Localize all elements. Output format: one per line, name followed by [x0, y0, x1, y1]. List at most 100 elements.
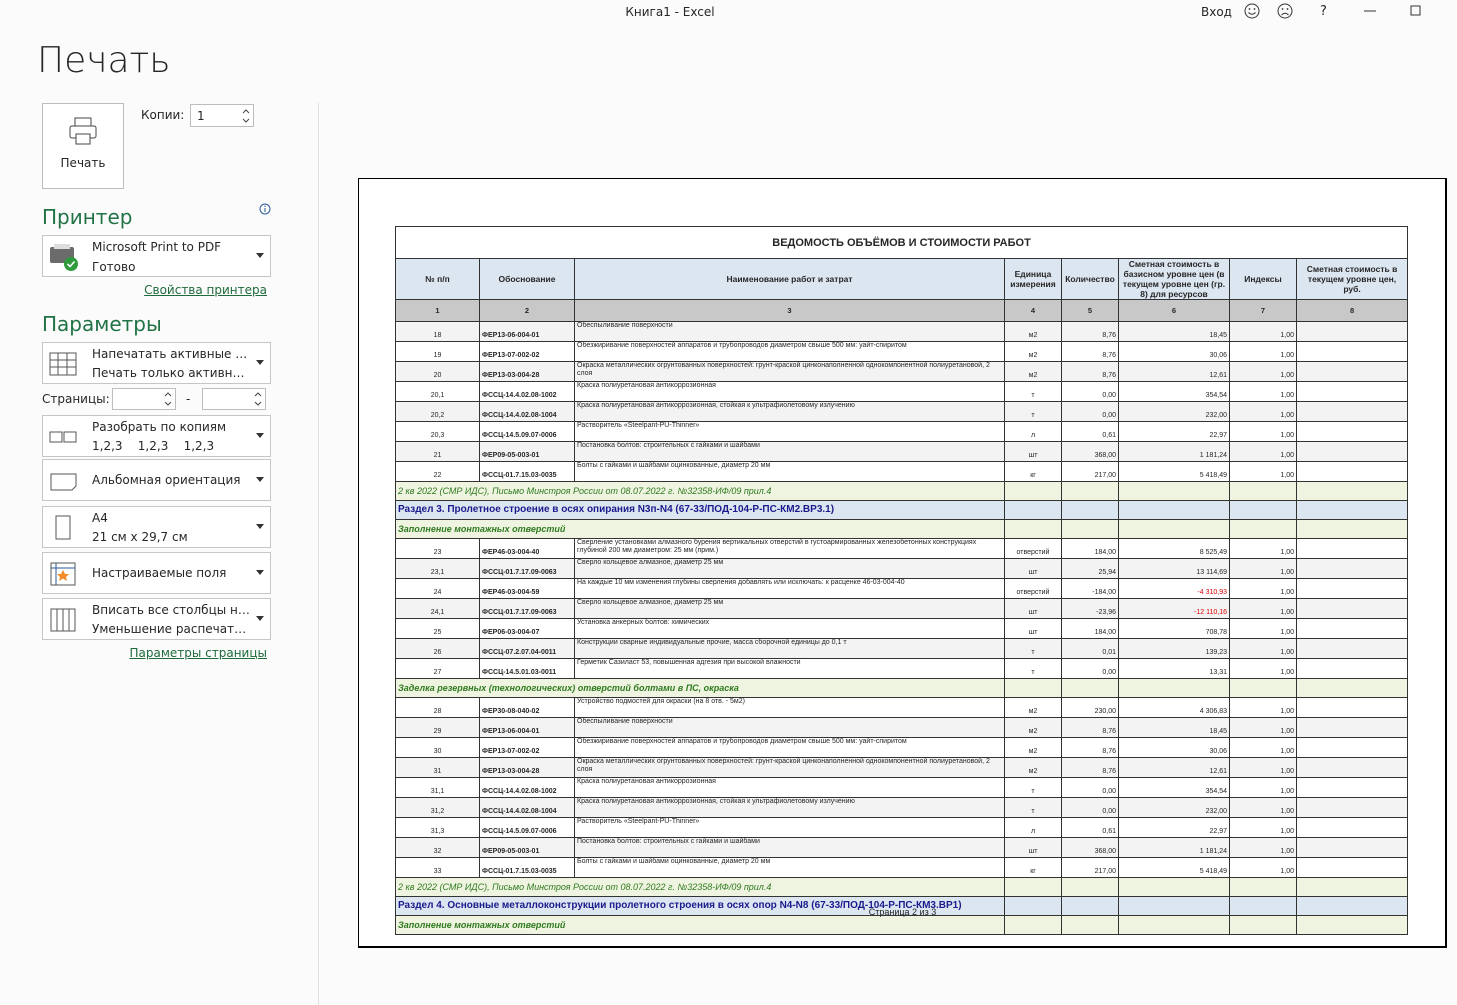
item-row: 30ФЕР13-07-002-02Обезжиривание поверхнос… [396, 738, 1408, 758]
option-icon [48, 515, 80, 543]
settings-dropdown[interactable]: Напечатать активные листыПечать только а… [42, 342, 271, 384]
item-row: 19ФЕР13-07-002-02Обезжиривание поверхнос… [396, 342, 1408, 362]
table-cell: 21 [396, 442, 480, 462]
table-cell: Обеспыливание поверхности [575, 322, 1005, 342]
page-setup-link[interactable]: Параметры страницы [129, 646, 267, 660]
option-detail: Печать только активных листов [92, 366, 250, 380]
table-cell: 31,3 [396, 818, 480, 838]
settings-dropdown[interactable]: Разобрать по копиям1,2,3 1,2,3 1,2,3 [42, 415, 271, 457]
column-header-text: Наименование работ и затрат [577, 274, 1002, 284]
table-cell [1297, 916, 1408, 935]
settings-dropdown[interactable]: Настраиваемые поля [42, 552, 271, 594]
table-cell: ФЕР13-06-004-01 [480, 322, 575, 342]
table-cell [1297, 482, 1408, 501]
table-cell: 8,76 [1062, 342, 1119, 362]
sign-in[interactable]: Вход [1201, 5, 1232, 19]
table-cell: кг [1005, 462, 1062, 482]
option-detail: 21 см x 29,7 см [92, 530, 250, 544]
table-cell [1297, 878, 1408, 897]
table-cell: 0,01 [1062, 639, 1119, 659]
window-controls[interactable] [1362, 4, 1424, 20]
table-cell [1297, 778, 1408, 798]
table-cell: 27 [396, 659, 480, 679]
spinner[interactable] [163, 390, 173, 408]
column-number: 2 [480, 300, 575, 322]
item-row: 31,2ФССЦ-14.4.02.08-1004Краска полиурета… [396, 798, 1408, 818]
table-cell [1297, 520, 1408, 539]
table-cell: Установка анкерных болтов: химических [575, 619, 1005, 639]
spinner[interactable] [253, 390, 263, 408]
dropdown-arrow [256, 433, 264, 438]
table-cell: 13 114,69 [1119, 559, 1230, 579]
item-row: 28ФЕР30-08-040-02Устройство подмостей дл… [396, 698, 1408, 718]
column-header-text: Сметная стоимость в текущем уровне цен, … [1299, 264, 1405, 294]
table-cell: 25,94 [1062, 559, 1119, 579]
table-cell: т [1005, 778, 1062, 798]
table-cell [1062, 482, 1119, 501]
table-cell: м2 [1005, 698, 1062, 718]
info-icon[interactable] [259, 203, 271, 215]
printer-dropdown[interactable]: Microsoft Print to PDF Готово [42, 235, 271, 277]
settings-dropdown[interactable]: Альбомная ориентация [42, 459, 271, 501]
table-cell [1297, 579, 1408, 599]
dropdown-arrow [256, 253, 264, 258]
table-cell: м2 [1005, 342, 1062, 362]
column-header: № п/п [396, 259, 480, 300]
item-row: 31,1ФССЦ-14.4.02.08-1002Краска полиурета… [396, 778, 1408, 798]
column-number: 8 [1297, 300, 1408, 322]
table-cell: 26 [396, 639, 480, 659]
table-cell: 354,54 [1119, 382, 1230, 402]
table-cell [1297, 402, 1408, 422]
print-button-label: Печать [43, 156, 123, 170]
table-cell: 5 418,49 [1119, 858, 1230, 878]
help-button[interactable]: ? [1320, 4, 1327, 19]
table-cell: 22,97 [1119, 818, 1230, 838]
table-cell [1230, 501, 1297, 520]
table-cell: -184,00 [1062, 579, 1119, 599]
table-cell: м2 [1005, 738, 1062, 758]
table-cell: 24,1 [396, 599, 480, 619]
item-row: 20,1ФССЦ-14.4.02.08-1002Краска полиурета… [396, 382, 1408, 402]
table-cell [1062, 878, 1119, 897]
table-cell: 32 [396, 838, 480, 858]
column-header-text: Количество [1064, 274, 1116, 284]
table-cell: Обеспыливание поверхности [575, 718, 1005, 738]
print-preview-page: ВЕДОМОСТЬ ОБЪЁМОВ И СТОИМОСТИ РАБОТ№ п/п… [358, 178, 1447, 948]
pages-from-input[interactable] [112, 388, 176, 410]
table-cell: 8,76 [1062, 322, 1119, 342]
table-cell: -12 110,16 [1119, 599, 1230, 619]
item-row: 24,1ФССЦ-01.7.17.09-0063Сверло кольцевое… [396, 599, 1408, 619]
column-header-text: Обоснование [482, 274, 572, 284]
printer-properties-link[interactable]: Свойства принтера [144, 283, 267, 297]
pages-to-input[interactable] [202, 388, 266, 410]
table-cell: ФССЦ-01.7.15.03-0035 [480, 462, 575, 482]
table-cell: 1,00 [1230, 778, 1297, 798]
table-cell: 1,00 [1230, 422, 1297, 442]
table-cell: Краска полиуретановая антикоррозионная, … [575, 798, 1005, 818]
settings-dropdown[interactable]: Вписать все столбцы на одной страницеУме… [42, 598, 271, 640]
copies-input[interactable]: 1 [190, 104, 254, 127]
table-cell: Сверление установками алмазного бурения … [575, 539, 1005, 559]
table-cell: 232,00 [1119, 402, 1230, 422]
settings-heading: Параметры [42, 312, 162, 336]
table-cell: т [1005, 402, 1062, 422]
column-header: Наименование работ и затрат [575, 259, 1005, 300]
table-cell: 0,00 [1062, 382, 1119, 402]
table-cell [1005, 482, 1062, 501]
settings-dropdown[interactable]: A421 см x 29,7 см [42, 506, 271, 548]
table-cell [1297, 322, 1408, 342]
table-cell: т [1005, 659, 1062, 679]
spinner[interactable] [241, 107, 251, 125]
table-cell: т [1005, 639, 1062, 659]
print-button[interactable]: Печать [42, 103, 124, 189]
table-cell [1297, 738, 1408, 758]
item-row: 23ФЕР46-03-004-40Сверление установками а… [396, 539, 1408, 559]
item-row: 21ФЕР09-05-003-01Постановка болтов: стро… [396, 442, 1408, 462]
table-cell: 18 [396, 322, 480, 342]
feedback-icons[interactable] [1243, 2, 1303, 22]
table-cell [1297, 342, 1408, 362]
subsection-text: Заполнение монтажных отверстий [396, 520, 1005, 539]
item-row: 20ФЕР13-03-004-28Окраска металлических о… [396, 362, 1408, 382]
table-cell: шт [1005, 599, 1062, 619]
table-cell: 28 [396, 698, 480, 718]
